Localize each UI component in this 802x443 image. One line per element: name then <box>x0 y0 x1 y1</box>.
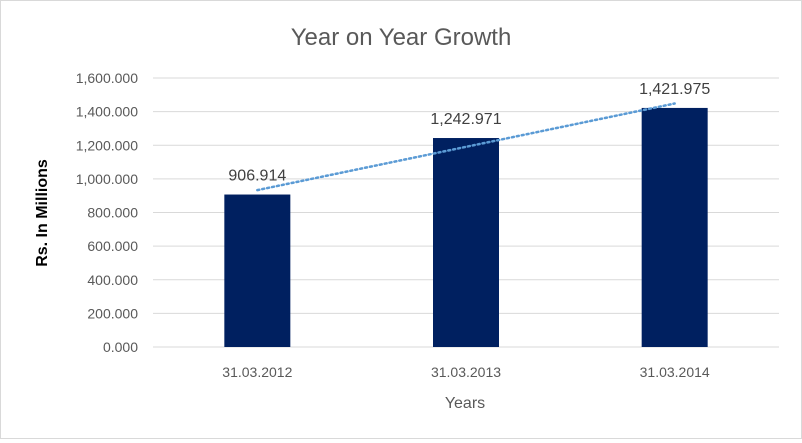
bar <box>641 107 708 347</box>
bars <box>224 107 708 347</box>
y-tick-label: 600.000 <box>87 238 138 254</box>
y-axis-label: Rs. In Millions <box>34 159 51 267</box>
bar <box>433 138 499 347</box>
y-tick-label: 1,000.000 <box>76 171 138 187</box>
x-tick-label: 31.03.2012 <box>222 364 292 380</box>
data-label: 1,242.971 <box>430 111 501 128</box>
y-tick-label: 1,600.000 <box>76 70 138 86</box>
y-tick-label: 1,200.000 <box>76 137 138 153</box>
data-label: 1,421.975 <box>639 81 710 98</box>
trendline-group <box>256 102 676 192</box>
chart-title: Year on Year Growth <box>291 24 512 51</box>
x-tick-label: 31.03.2014 <box>640 364 710 380</box>
x-tick-label: 31.03.2013 <box>431 364 501 380</box>
bar <box>224 194 291 347</box>
x-axis-ticks: 31.03.2012 31.03.2013 31.03.2014 <box>222 364 710 380</box>
y-tick-label: 400.000 <box>87 272 138 288</box>
y-tick-label: 200.000 <box>87 305 138 321</box>
data-label: 906.914 <box>228 168 286 185</box>
data-labels: 906.914 1,242.971 1,421.975 <box>228 81 710 185</box>
trendline <box>256 102 676 192</box>
y-tick-label: 1,400.000 <box>76 104 138 120</box>
y-tick-label: 0.000 <box>103 339 138 355</box>
x-axis-label: Years <box>445 395 485 412</box>
y-axis-ticks: 0.000 200.000 400.000 600.000 800.000 1,000.0… <box>76 70 139 355</box>
y-tick-label: 800.000 <box>87 205 138 221</box>
